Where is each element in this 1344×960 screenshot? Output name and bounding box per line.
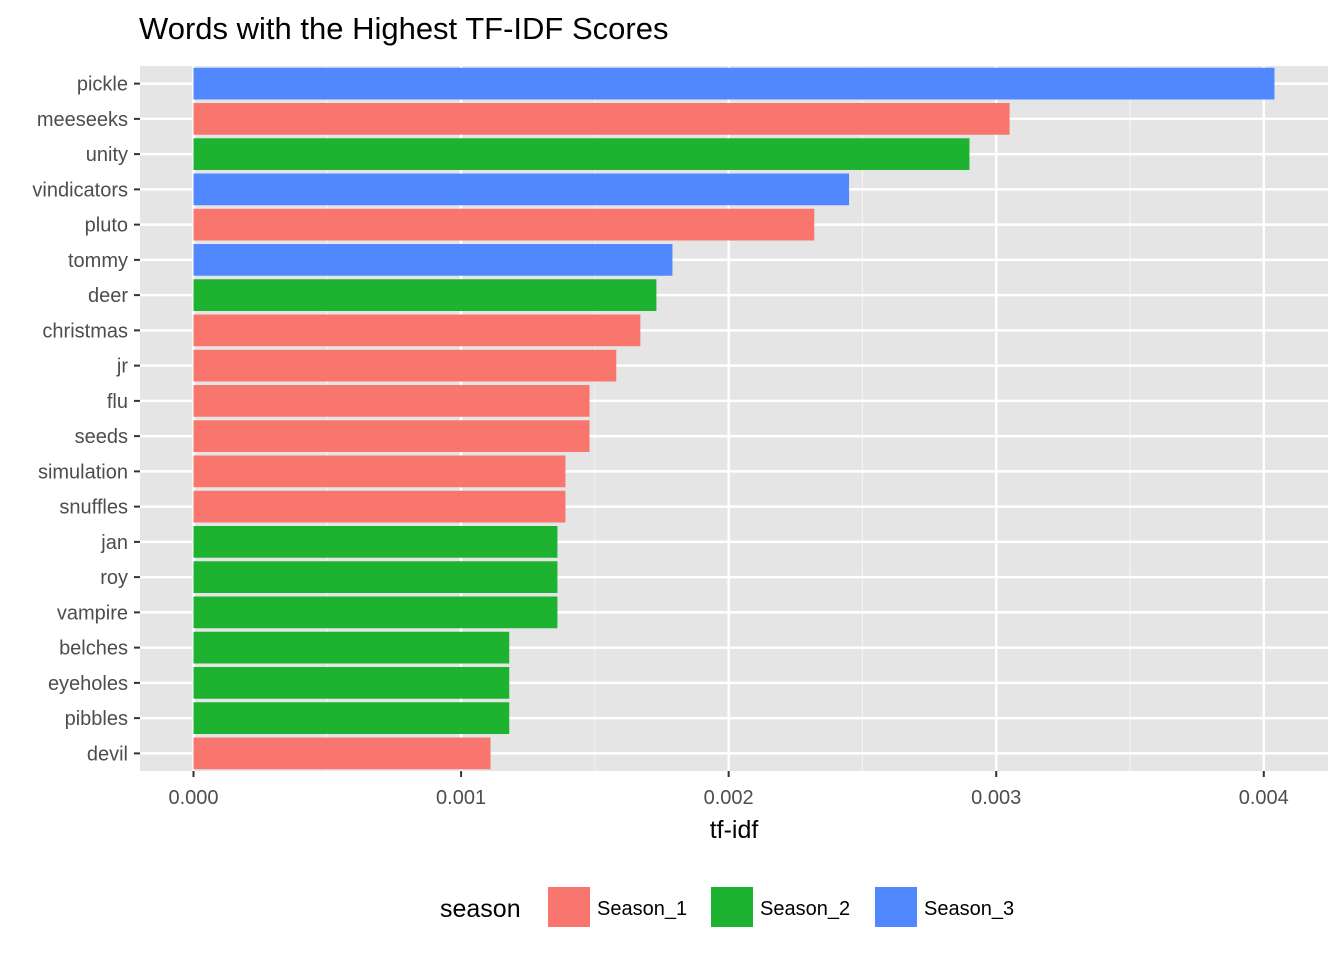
y-tick-label: tommy <box>68 250 128 272</box>
y-tick-label: pickle <box>77 74 128 96</box>
y-tick-label: devil <box>87 743 128 765</box>
bar-pibbles <box>193 702 510 734</box>
x-tick-label: 0.003 <box>971 787 1021 809</box>
y-tick-label: simulation <box>38 461 128 483</box>
legend: season Season_1 Season_2 Season_3 <box>440 887 1014 927</box>
plot-panel <box>140 66 1328 771</box>
y-tick-label: vindicators <box>32 179 128 201</box>
y-axis: pickle meeseeks unity vindicators pluto tommy… <box>32 74 140 765</box>
y-tick-label: seeds <box>75 426 128 448</box>
y-tick-label: eyeholes <box>48 673 128 695</box>
bar-eyeholes <box>193 667 510 699</box>
legend-label-Season_3: Season_3 <box>924 898 1014 920</box>
bar-unity <box>193 138 970 170</box>
legend-label-Season_1: Season_1 <box>597 898 687 920</box>
legend-key-Season_2 <box>711 887 753 927</box>
x-tick-label: 0.004 <box>1239 787 1289 809</box>
y-tick-label: christmas <box>42 320 128 342</box>
bar-flu <box>193 385 590 417</box>
bar-belches <box>193 631 510 664</box>
y-tick-label: pluto <box>85 215 128 237</box>
y-tick-label: snuffles <box>59 497 128 519</box>
y-tick-label: flu <box>107 391 128 413</box>
bar-jr <box>193 349 617 382</box>
x-axis: 0.000 0.001 0.002 0.003 0.004 <box>168 771 1289 809</box>
bar-devil <box>193 737 491 770</box>
bar-pluto <box>193 208 815 241</box>
bars <box>193 67 1275 770</box>
legend-item-Season_2: Season_2 <box>711 887 850 927</box>
legend-title: season <box>440 895 521 923</box>
bar-roy <box>193 561 558 593</box>
x-tick-label: 0.002 <box>704 787 754 809</box>
y-tick-label: jr <box>116 356 128 378</box>
y-tick-label: deer <box>88 285 128 307</box>
bar-seeds <box>193 420 590 452</box>
bar-simulation <box>193 455 566 488</box>
y-tick-label: belches <box>59 638 128 660</box>
bar-jan <box>193 526 558 558</box>
legend-key-Season_1 <box>548 887 590 927</box>
y-tick-label: jan <box>100 532 128 554</box>
bar-meeseeks <box>193 103 1010 135</box>
legend-item-Season_3: Season_3 <box>875 887 1014 927</box>
bar-deer <box>193 279 657 311</box>
legend-items: Season_1 Season_2 Season_3 <box>548 887 1014 927</box>
bar-snuffles <box>193 490 566 523</box>
x-tick-label: 0.000 <box>168 787 218 809</box>
y-tick-label: meeseeks <box>37 109 128 131</box>
x-tick-label: 0.001 <box>436 787 486 809</box>
bar-pickle <box>193 67 1275 100</box>
bar-christmas <box>193 314 641 347</box>
bar-vampire <box>193 596 558 629</box>
legend-key-Season_3 <box>875 887 917 927</box>
x-axis-title: tf-idf <box>710 816 759 844</box>
legend-item-Season_1: Season_1 <box>548 887 687 927</box>
y-tick-label: unity <box>86 144 128 166</box>
y-tick-label: roy <box>100 567 128 589</box>
legend-label-Season_2: Season_2 <box>760 898 850 920</box>
chart-title: Words with the Highest TF-IDF Scores <box>139 11 668 46</box>
y-tick-label: vampire <box>57 602 128 624</box>
y-tick-label: pibbles <box>65 708 128 730</box>
bar-tommy <box>193 244 673 276</box>
bar-vindicators <box>193 173 850 206</box>
